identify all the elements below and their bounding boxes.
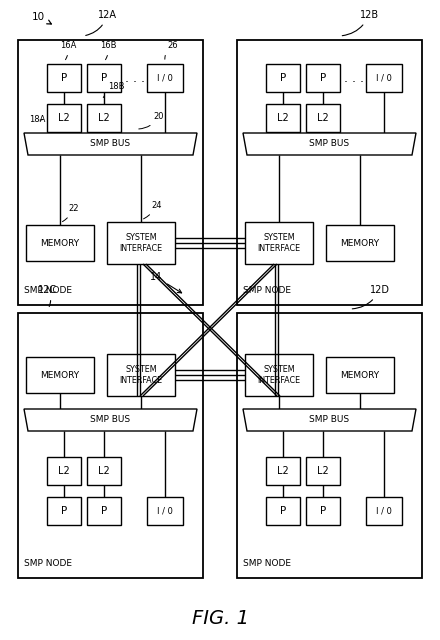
Text: 18B: 18B bbox=[103, 82, 125, 97]
Text: P: P bbox=[320, 73, 326, 83]
Text: SMP NODE: SMP NODE bbox=[243, 559, 291, 568]
Text: P: P bbox=[280, 73, 286, 83]
Bar bbox=[366, 64, 402, 92]
Text: 16B: 16B bbox=[100, 41, 117, 60]
Text: P: P bbox=[101, 506, 107, 516]
Text: 14: 14 bbox=[150, 272, 182, 293]
Bar bbox=[266, 104, 300, 132]
Bar bbox=[87, 104, 121, 132]
Bar bbox=[245, 354, 313, 396]
Text: L2: L2 bbox=[58, 113, 70, 123]
Text: MEMORY: MEMORY bbox=[341, 371, 380, 380]
Text: MEMORY: MEMORY bbox=[40, 239, 80, 248]
Bar bbox=[237, 313, 422, 578]
Text: SMP BUS: SMP BUS bbox=[309, 140, 349, 148]
Text: 12C: 12C bbox=[38, 285, 57, 307]
Bar bbox=[266, 457, 300, 485]
Text: 24: 24 bbox=[143, 201, 161, 219]
Polygon shape bbox=[243, 409, 416, 431]
Text: SYSTEM
INTERFACE: SYSTEM INTERFACE bbox=[257, 365, 301, 385]
Bar bbox=[306, 64, 340, 92]
Bar bbox=[26, 225, 94, 261]
Bar bbox=[18, 40, 203, 305]
Text: 12B: 12B bbox=[342, 10, 379, 36]
Text: I / 0: I / 0 bbox=[157, 506, 173, 515]
Bar bbox=[87, 497, 121, 525]
Text: 12D: 12D bbox=[352, 285, 389, 309]
Text: L2: L2 bbox=[317, 113, 329, 123]
Text: SMP NODE: SMP NODE bbox=[24, 559, 72, 568]
Text: P: P bbox=[280, 506, 286, 516]
Bar bbox=[147, 64, 183, 92]
Text: L2: L2 bbox=[98, 466, 110, 476]
Bar bbox=[326, 357, 394, 393]
Bar bbox=[47, 457, 81, 485]
Text: 16A: 16A bbox=[60, 41, 77, 60]
Polygon shape bbox=[243, 133, 416, 155]
Text: P: P bbox=[61, 506, 67, 516]
Text: MEMORY: MEMORY bbox=[341, 239, 380, 248]
Text: SMP NODE: SMP NODE bbox=[24, 286, 72, 295]
Bar bbox=[237, 40, 422, 305]
Text: L2: L2 bbox=[317, 466, 329, 476]
Text: I / 0: I / 0 bbox=[157, 74, 173, 83]
Text: SYSTEM
INTERFACE: SYSTEM INTERFACE bbox=[119, 365, 162, 385]
Text: 20: 20 bbox=[139, 112, 164, 129]
Bar bbox=[87, 64, 121, 92]
Bar bbox=[245, 222, 313, 264]
Text: SYSTEM
INTERFACE: SYSTEM INTERFACE bbox=[257, 234, 301, 253]
Bar bbox=[26, 357, 94, 393]
Bar bbox=[306, 104, 340, 132]
Bar bbox=[147, 497, 183, 525]
Bar bbox=[18, 313, 203, 578]
Text: 10: 10 bbox=[32, 12, 51, 24]
Bar bbox=[266, 64, 300, 92]
Bar bbox=[366, 497, 402, 525]
Bar bbox=[326, 225, 394, 261]
Bar bbox=[87, 457, 121, 485]
Text: . . .: . . . bbox=[344, 72, 363, 84]
Text: SMP BUS: SMP BUS bbox=[91, 415, 131, 424]
Text: L2: L2 bbox=[277, 466, 289, 476]
Bar bbox=[306, 457, 340, 485]
Text: SYSTEM
INTERFACE: SYSTEM INTERFACE bbox=[119, 234, 162, 253]
Bar bbox=[47, 104, 81, 132]
Text: P: P bbox=[320, 506, 326, 516]
Bar bbox=[107, 222, 175, 264]
Text: L2: L2 bbox=[277, 113, 289, 123]
Text: P: P bbox=[101, 73, 107, 83]
Text: I / 0: I / 0 bbox=[376, 74, 392, 83]
Text: P: P bbox=[61, 73, 67, 83]
Text: SMP BUS: SMP BUS bbox=[91, 140, 131, 148]
Bar bbox=[266, 497, 300, 525]
Text: SMP NODE: SMP NODE bbox=[243, 286, 291, 295]
Text: MEMORY: MEMORY bbox=[40, 371, 80, 380]
Text: FIG. 1: FIG. 1 bbox=[191, 609, 249, 627]
Bar bbox=[107, 354, 175, 396]
Polygon shape bbox=[24, 133, 197, 155]
Text: 18A: 18A bbox=[29, 115, 45, 124]
Bar bbox=[306, 497, 340, 525]
Text: 22: 22 bbox=[62, 204, 78, 221]
Text: I / 0: I / 0 bbox=[376, 506, 392, 515]
Text: 12A: 12A bbox=[86, 10, 117, 35]
Text: . . .: . . . bbox=[125, 72, 144, 84]
Polygon shape bbox=[24, 409, 197, 431]
Text: L2: L2 bbox=[58, 466, 70, 476]
Text: 26: 26 bbox=[165, 41, 178, 60]
Text: L2: L2 bbox=[98, 113, 110, 123]
Text: SMP BUS: SMP BUS bbox=[309, 415, 349, 424]
Bar bbox=[47, 497, 81, 525]
Bar bbox=[47, 64, 81, 92]
